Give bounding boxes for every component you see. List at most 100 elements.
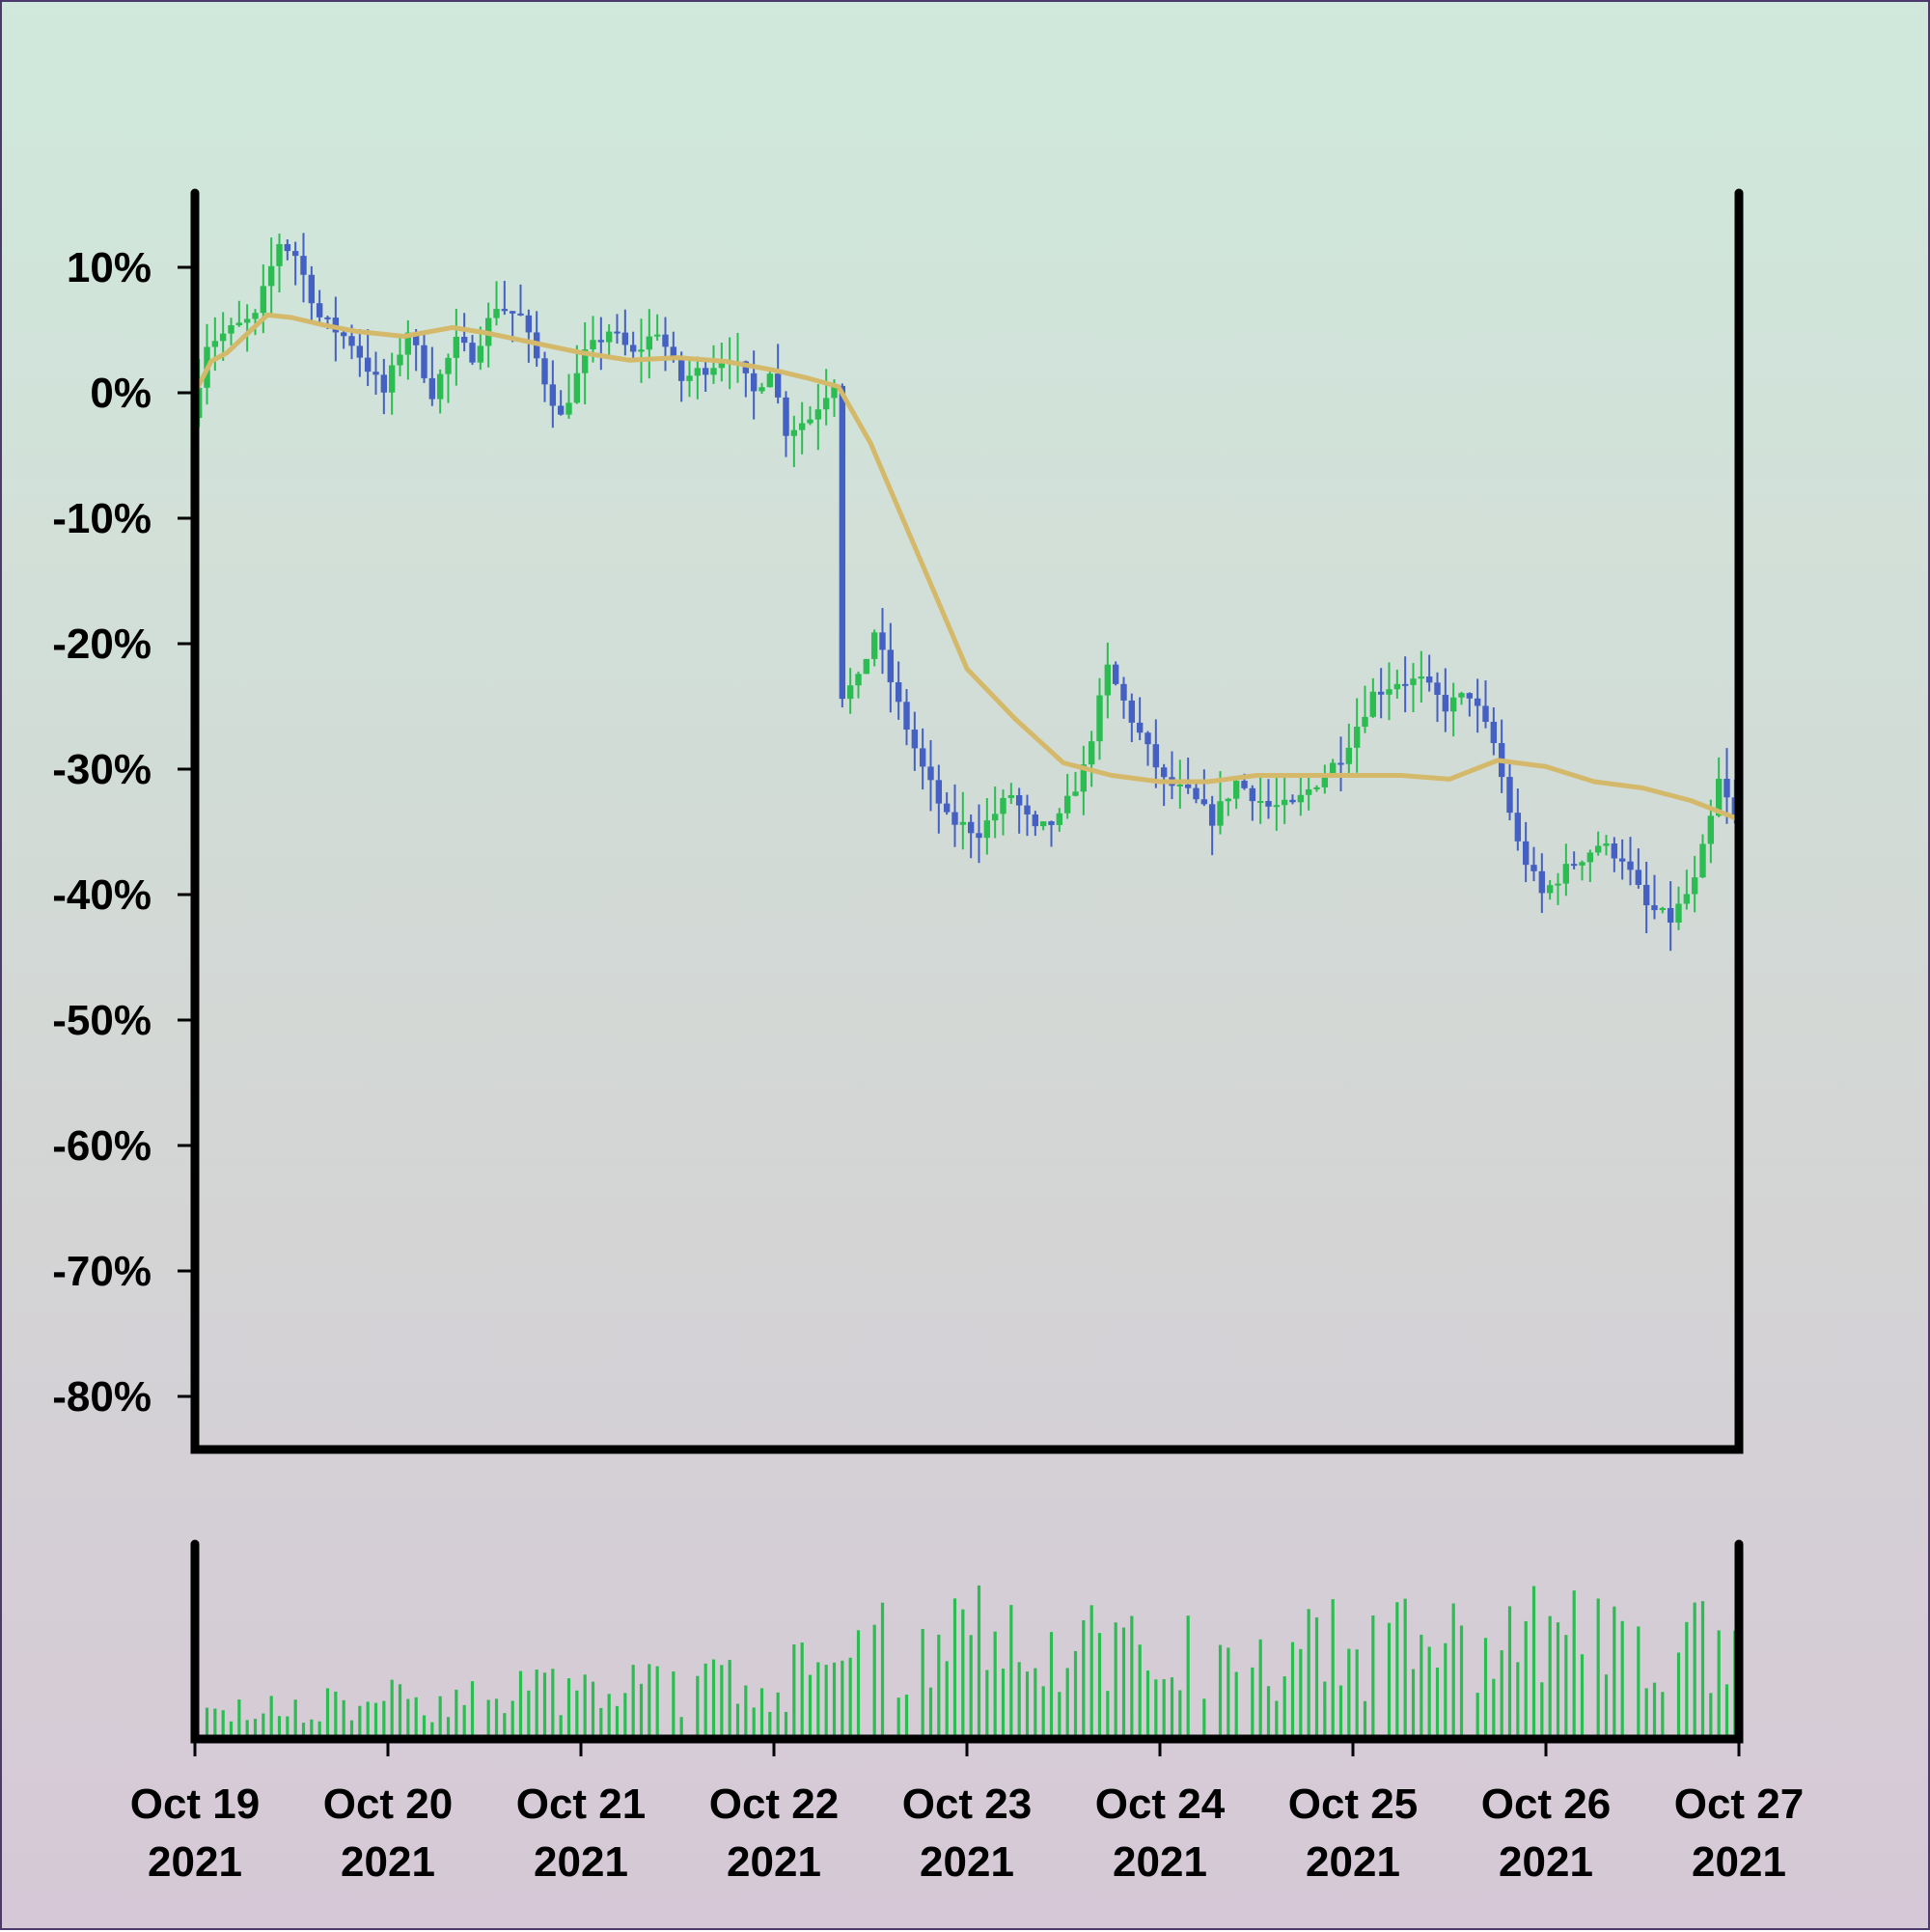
candle-body	[1449, 697, 1457, 712]
volume-bar	[1540, 1682, 1544, 1739]
volume-bar	[880, 1602, 885, 1739]
candle-body	[565, 402, 572, 415]
candle-body	[541, 358, 548, 385]
candle-body	[1586, 852, 1594, 863]
volume-bar	[1700, 1601, 1705, 1739]
volume-bar	[1507, 1606, 1512, 1739]
candle-body	[1667, 907, 1674, 923]
volume-bar	[1483, 1638, 1488, 1739]
x-tick-label-year: 2021	[920, 1838, 1014, 1886]
candle-body	[629, 345, 637, 352]
candle-body	[1546, 885, 1554, 894]
volume-bar	[205, 1707, 209, 1739]
volume-bar	[776, 1692, 780, 1739]
candle-body	[219, 333, 227, 342]
volume-bar	[904, 1695, 909, 1739]
candle-body	[1200, 799, 1208, 805]
candle-body	[1305, 788, 1312, 795]
candle-body	[517, 313, 524, 316]
volume-bar	[1275, 1700, 1279, 1739]
volume-bar	[808, 1674, 813, 1739]
volume-bar	[1420, 1634, 1423, 1739]
candle-body	[1039, 821, 1047, 827]
volume-bar	[937, 1634, 941, 1739]
candle-body	[1369, 691, 1377, 717]
volume-bar	[1516, 1662, 1520, 1739]
candle-body	[1217, 801, 1224, 826]
candle-body	[1080, 764, 1088, 792]
y-tick-label: -20%	[52, 621, 152, 668]
volume-bar	[961, 1609, 965, 1739]
volume-bar	[551, 1669, 555, 1739]
volume-bar	[1186, 1615, 1190, 1739]
candle-body	[1265, 801, 1272, 807]
volume-bar	[373, 1702, 378, 1739]
volume-bar	[703, 1663, 707, 1739]
candle-body	[460, 337, 468, 344]
candle-body	[380, 374, 388, 393]
candle-body	[1377, 691, 1385, 695]
volume-bar	[768, 1711, 772, 1739]
candle-body	[670, 346, 677, 357]
candle-body	[477, 345, 484, 363]
volume-bar	[1556, 1622, 1560, 1739]
candle-body	[1345, 747, 1353, 764]
volume-bar	[1661, 1692, 1665, 1739]
volume-bar	[1572, 1590, 1576, 1739]
volume-bar	[623, 1693, 627, 1739]
candle-body	[1618, 858, 1626, 862]
candle-body	[267, 265, 275, 287]
volume-bar	[1387, 1622, 1392, 1739]
candle-body	[445, 357, 452, 374]
y-tick-label: -50%	[52, 997, 152, 1044]
candle-body	[364, 357, 372, 373]
volume-bar	[639, 1683, 644, 1739]
candle-body	[710, 368, 717, 375]
volume-bar	[735, 1703, 740, 1739]
volume-bar	[1009, 1605, 1013, 1739]
volume-bar	[1395, 1602, 1399, 1739]
candle-body	[1651, 905, 1658, 911]
volume-bar	[1347, 1648, 1351, 1739]
candle-body	[951, 812, 958, 825]
price-axes-frame	[190, 188, 1744, 1454]
volume-bar	[816, 1662, 820, 1739]
candle-body	[790, 429, 798, 436]
candle-body	[605, 331, 613, 343]
volume-bar	[711, 1659, 716, 1739]
candle-body	[1176, 784, 1184, 787]
y-tick-label: -10%	[52, 495, 152, 542]
candle-body	[1538, 870, 1546, 894]
volume-bar	[848, 1657, 852, 1739]
volume-bar	[720, 1665, 724, 1739]
volume-bar	[510, 1700, 514, 1739]
candle-body	[846, 685, 854, 700]
volume-bar	[1041, 1686, 1045, 1739]
volume-bar	[1227, 1647, 1230, 1739]
volume-bar	[872, 1624, 876, 1739]
candle-body	[621, 332, 629, 345]
volume-bar	[406, 1698, 410, 1739]
volume-bar	[1170, 1677, 1174, 1739]
volume-bar	[1017, 1662, 1021, 1739]
candle-body	[863, 658, 870, 675]
candle-body	[284, 243, 291, 252]
volume-bar	[696, 1675, 700, 1739]
candle-body	[870, 632, 878, 659]
candle-body	[412, 332, 420, 345]
y-tick-label: -60%	[52, 1122, 152, 1170]
candle-body	[1611, 843, 1618, 859]
volume-bar	[253, 1719, 258, 1739]
candle-body	[1627, 861, 1634, 870]
volume-bar	[542, 1672, 547, 1739]
volume-bar	[615, 1705, 620, 1739]
y-tick-label: -30%	[52, 746, 152, 793]
volume-bar	[559, 1715, 563, 1739]
volume-bar	[583, 1674, 587, 1739]
x-tick-label-year: 2021	[534, 1838, 628, 1886]
volume-bar	[1580, 1654, 1585, 1739]
volume-bar	[945, 1661, 949, 1739]
x-tick-label-date: Oct 26	[1481, 1780, 1612, 1828]
candle-body	[1723, 779, 1730, 798]
candle-body	[308, 274, 316, 304]
